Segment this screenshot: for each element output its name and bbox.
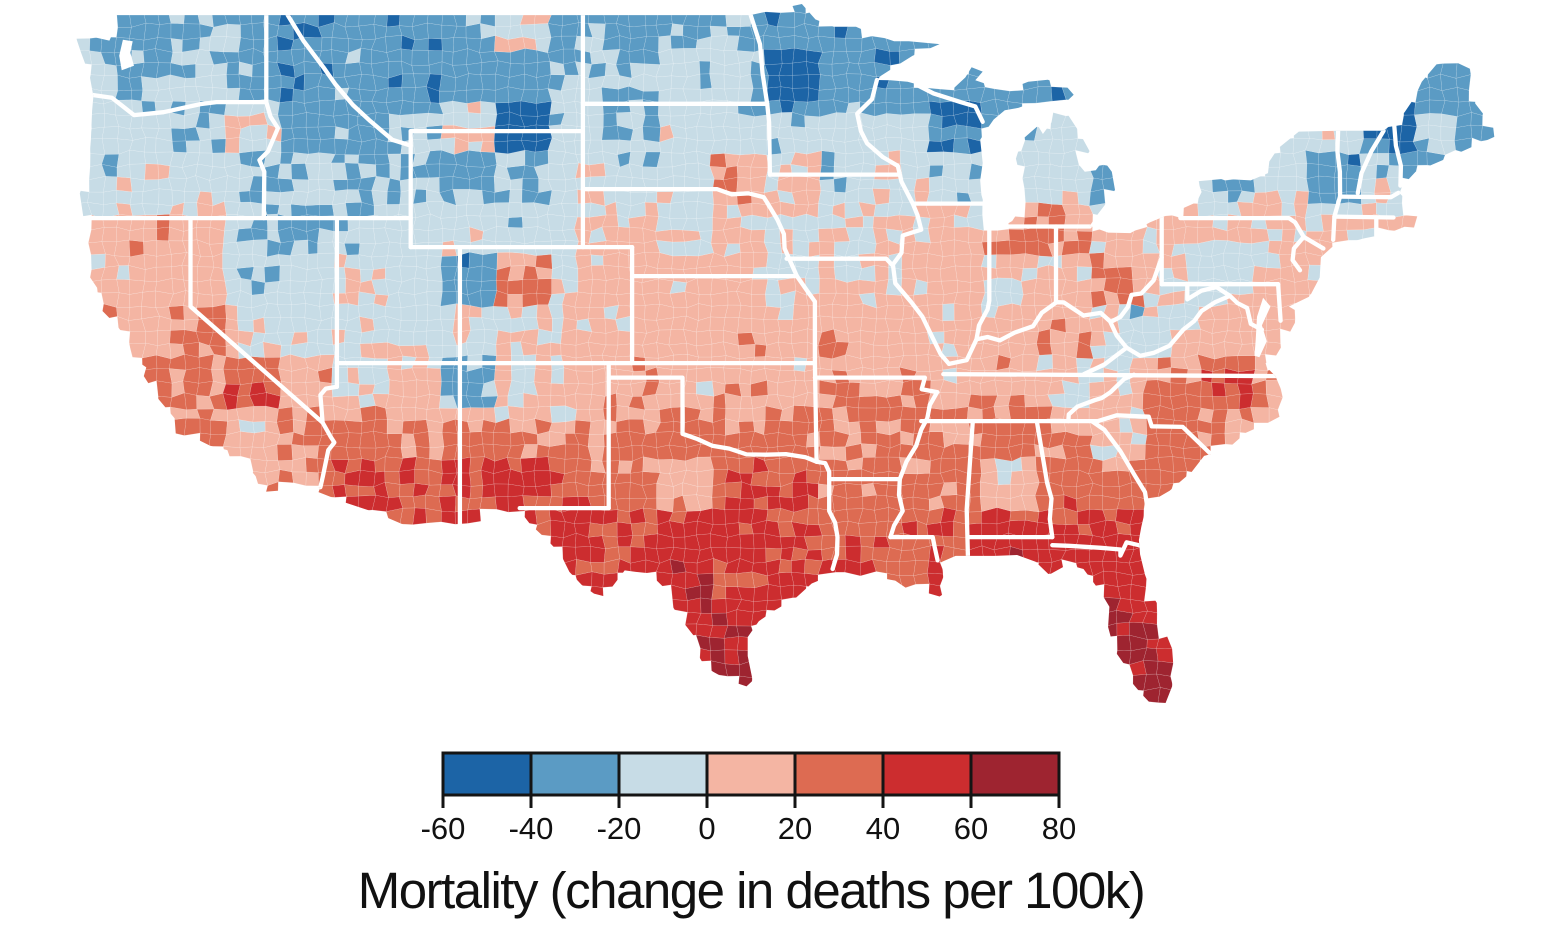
legend-tick-label-0: -60 [421,811,466,846]
county-mosaic [74,4,1495,704]
legend-tick-label-5: 40 [866,811,900,846]
water-overlays [119,39,1271,358]
legend-tick-label-2: -20 [597,811,642,846]
legend-swatch-5 [881,751,973,797]
colorbar-legend: -60 -40 -20 0 20 40 60 80 [421,751,1076,846]
state-borders [81,12,1404,572]
legend-swatch-1 [529,751,621,797]
legend-tick-label-7: 80 [1042,811,1076,846]
legend-swatch-6 [969,751,1061,797]
legend-tick-label-6: 60 [954,811,988,846]
legend-swatch-4 [793,751,885,797]
legend-tick-label-4: 20 [778,811,812,846]
legend-title: Mortality (change in deaths per 100k) [358,862,1144,919]
legend-swatch-2 [617,751,709,797]
legend-tick-label-1: -40 [509,811,554,846]
legend-swatch-0 [441,751,533,797]
legend-swatch-3 [705,751,797,797]
legend-tick-label-3: 0 [698,811,715,846]
